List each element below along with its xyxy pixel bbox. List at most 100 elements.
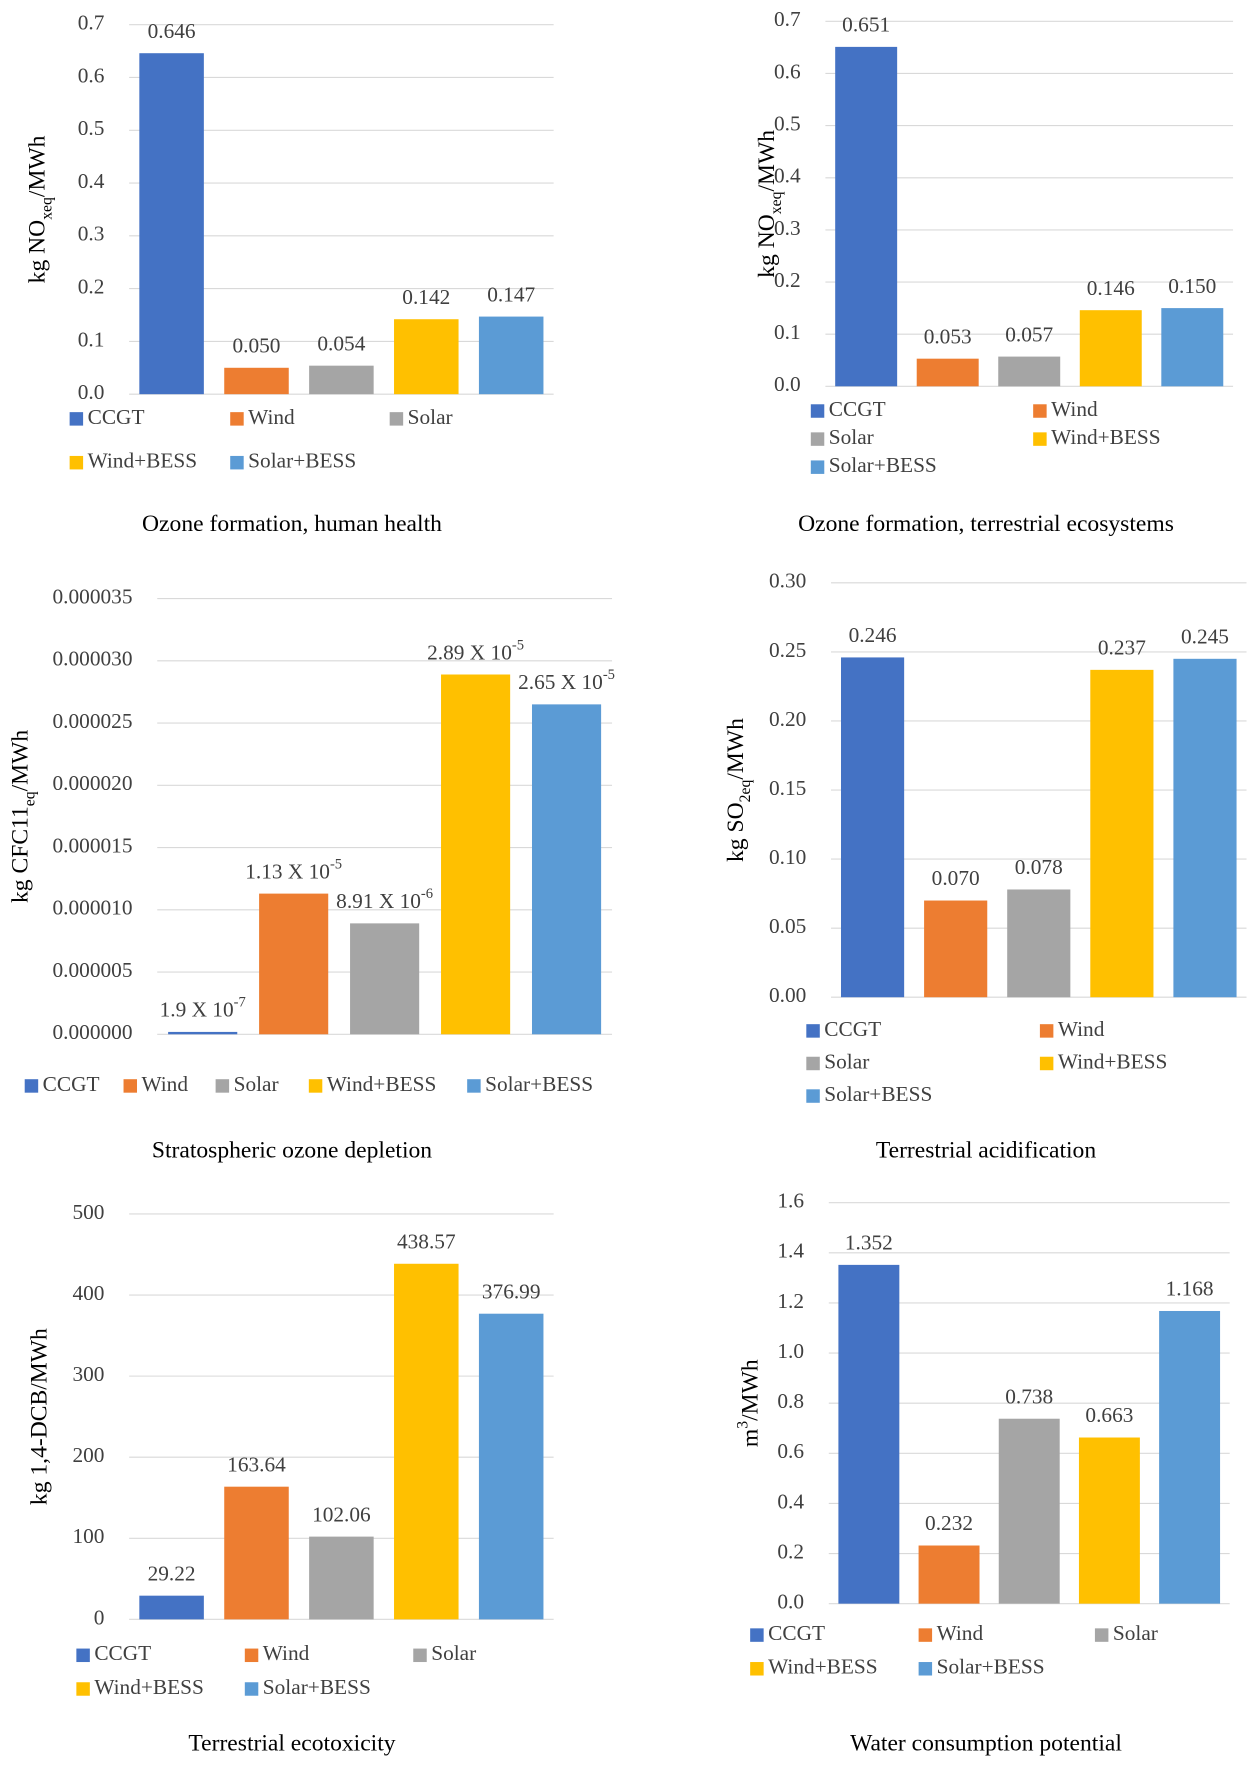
value-label: 0.663 [1085,1403,1133,1427]
y-axis-label-part: kg SO [723,802,749,862]
bar [259,893,329,1035]
value-label: 8.91 X 10-6 [336,886,433,913]
y-tick-label: 0.1 [774,320,801,344]
legend-label: Solar [824,1049,869,1073]
value-label: 0.147 [487,282,535,306]
legend-swatch [918,1628,933,1642]
value-label: 0.078 [1015,855,1063,879]
y-tick-label: 0.2 [78,275,105,299]
legend-swatch [806,1056,820,1071]
chart-caption: Ozone formation, human health [142,511,442,537]
legend-label: CCGT [94,1641,151,1665]
y-tick-label: 0.000005 [53,958,133,982]
legend-swatch [1094,1628,1109,1642]
bar [531,704,602,1035]
legend-swatch [244,1648,259,1663]
y-tick-label: 0.0 [777,1590,804,1614]
bar [1079,310,1142,387]
y-tick-label: 0.000030 [53,647,133,671]
y-tick-label: 0.7 [78,11,105,35]
legend-swatch [1033,432,1047,446]
y-axis-label-part: /MWh [723,718,749,780]
bar [168,1031,238,1035]
value-label-base: 8.91 X 10 [336,889,421,913]
legend-swatch [467,1079,481,1093]
y-tick-label: 0.10 [769,845,806,869]
value-label: 0.054 [317,331,365,355]
y-tick-label: 0.0 [774,372,801,396]
y-tick-label: 0.00 [769,983,806,1007]
y-axis-label: m3/MWh [735,1359,764,1447]
y-axis-label-part: 3 [735,1421,752,1429]
legend-swatch [76,1682,90,1696]
y-tick-label: 0 [94,1605,105,1629]
value-label-exponent: -6 [421,886,433,902]
bar [139,1595,204,1620]
y-tick-label: 0.000010 [53,896,133,920]
legend-label: Wind+BESS [88,449,198,473]
value-label-base: 1.13 X 10 [245,859,330,883]
bar [224,367,289,395]
value-label: 0.050 [232,333,280,357]
y-tick-label: 0.2 [774,268,801,292]
legend-label: CCGT [824,1017,881,1041]
y-tick-label: 0.7 [774,7,801,31]
legend-swatch [750,1628,764,1642]
legend-swatch [1033,404,1047,418]
y-axis-label-part: xeq [38,197,55,220]
chart-caption: Stratospheric ozone depletion [152,1138,432,1164]
value-label: 0.146 [1087,276,1135,300]
legend-swatch [806,1089,820,1103]
value-label: 0.057 [1005,322,1053,346]
bar [998,356,1061,387]
chart: 0.0 0.1 0.2 0.3 0.4 0.5 0.6 0.7 kg NOxeq/MWh 0.64… [25,11,554,537]
y-axis-label-part: kg CFC11 [8,806,34,903]
value-label: 2.65 X 10-5 [518,668,615,695]
legend-swatch [810,404,825,418]
value-label: 2.89 X 10-5 [427,638,524,665]
legend-swatch [810,460,825,474]
y-tick-label: 0.0 [78,380,105,404]
legend-label: Wind [263,1641,310,1665]
legend-swatch [24,1079,39,1093]
bar [309,365,374,395]
bar [1173,658,1237,998]
value-label: 1.168 [1166,1277,1214,1301]
bar [1161,308,1224,387]
legend-label: Wind+BESS [1051,425,1161,449]
y-tick-label: 0.25 [769,638,806,662]
value-label: 0.070 [932,866,980,890]
bar [139,53,204,395]
y-axis-label: kg 1,4-DCB/MWh [27,1328,53,1505]
y-axis-label-part: 2eq [737,780,754,803]
legend-label: CCGT [829,397,886,421]
value-label: 0.053 [924,324,972,348]
value-label: 163.64 [227,1452,286,1476]
value-label: 0.232 [925,1511,973,1535]
legend-swatch [215,1079,230,1093]
bar [394,319,459,395]
legend-label: Wind+BESS [768,1655,878,1679]
y-axis-label-part: kg NO [755,214,781,278]
bar [1078,1437,1140,1604]
value-label: 0.738 [1005,1384,1053,1408]
bar [350,923,420,1035]
y-axis-label: kg SO2eq/MWh [723,718,754,862]
value-label: 376.99 [482,1279,541,1303]
value-label: 0.237 [1098,636,1146,660]
y-axis-label: kg NOxeq/MWh [25,135,56,283]
y-axis-label-part: xeq [768,191,785,214]
y-tick-label: 1.4 [777,1239,804,1263]
y-axis-label-part: /MWh [738,1359,764,1421]
legend-swatch [806,1024,820,1038]
y-tick-label: 0.05 [769,914,806,938]
y-tick-label: 1.2 [777,1289,804,1313]
chart: 0.0 0.2 0.4 0.6 0.8 1.0 1.2 1.4 1.6 m3/MWh 1.352 CC… [735,1189,1230,1757]
y-tick-label: 0.000025 [53,709,133,733]
legend-label: Wind [1058,1017,1105,1041]
legend-swatch [810,432,825,446]
legend-swatch [413,1648,427,1663]
y-axis-label-part: /MWh [8,730,34,792]
y-tick-label: 0.2 [777,1539,804,1563]
value-label: 1.9 X 10-7 [160,995,246,1022]
